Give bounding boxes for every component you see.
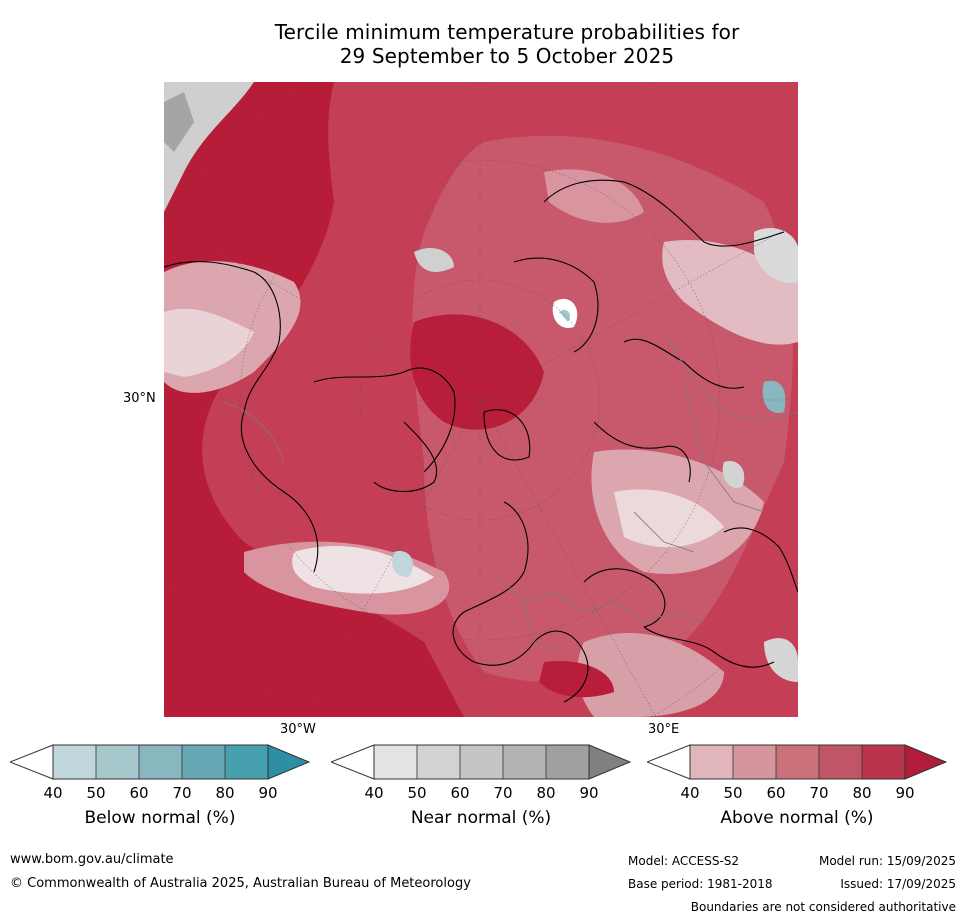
tick-90: 90 bbox=[895, 784, 915, 802]
tick-90: 90 bbox=[579, 784, 599, 802]
tick-60: 60 bbox=[129, 784, 149, 802]
near-normal-label: Near normal (%) bbox=[410, 808, 552, 828]
tick-70: 70 bbox=[172, 784, 192, 802]
map-title: Tercile minimum temperature probabilitie… bbox=[0, 20, 965, 68]
tick-70: 70 bbox=[809, 784, 829, 802]
lon-30w-label: 30°W bbox=[280, 722, 316, 737]
colorbar-below-swatches bbox=[10, 744, 310, 780]
tick-80: 80 bbox=[536, 784, 556, 802]
tick-60: 60 bbox=[450, 784, 470, 802]
tick-90: 90 bbox=[258, 784, 278, 802]
copyright-text: © Commonwealth of Australia 2025, Austra… bbox=[10, 876, 471, 891]
title-line-1: Tercile minimum temperature probabilitie… bbox=[274, 20, 740, 44]
title-line-2: 29 September to 5 October 2025 bbox=[339, 44, 675, 68]
colorbar-above-normal: 40 50 60 70 80 90 Above normal (%) bbox=[647, 744, 947, 834]
probability-map[interactable] bbox=[164, 82, 798, 717]
map-canvas bbox=[164, 82, 798, 717]
tick-60: 60 bbox=[766, 784, 786, 802]
colorbar-near-normal: 40 50 60 70 80 90 Near normal (%) bbox=[331, 744, 631, 834]
tick-50: 50 bbox=[86, 784, 106, 802]
colorbar-near-swatches bbox=[331, 744, 631, 780]
lon-30e-label: 30°E bbox=[648, 722, 680, 737]
colorbar-below-normal: 40 50 60 70 80 90 Below normal (%) bbox=[10, 744, 310, 834]
tick-50: 50 bbox=[407, 784, 427, 802]
below-normal-label: Below normal (%) bbox=[84, 808, 236, 828]
issued-text: Issued: 17/09/2025 bbox=[840, 877, 956, 891]
tick-40: 40 bbox=[43, 784, 63, 802]
website-link[interactable]: www.bom.gov.au/climate bbox=[10, 852, 174, 867]
model-run-text: Model run: 15/09/2025 bbox=[818, 854, 956, 868]
tick-40: 40 bbox=[364, 784, 384, 802]
above-normal-label: Above normal (%) bbox=[720, 808, 874, 828]
tick-70: 70 bbox=[493, 784, 513, 802]
tick-80: 80 bbox=[215, 784, 235, 802]
colorbar-above-swatches bbox=[647, 744, 947, 780]
base-period-text: Base period: 1981-2018 bbox=[628, 877, 773, 891]
model-text: Model: ACCESS-S2 bbox=[628, 854, 740, 868]
disclaimer-text: Boundaries are not considered authoritat… bbox=[690, 900, 956, 914]
lat-30n-label: 30°N bbox=[123, 391, 156, 406]
tick-50: 50 bbox=[723, 784, 743, 802]
tick-40: 40 bbox=[680, 784, 700, 802]
tick-80: 80 bbox=[852, 784, 872, 802]
